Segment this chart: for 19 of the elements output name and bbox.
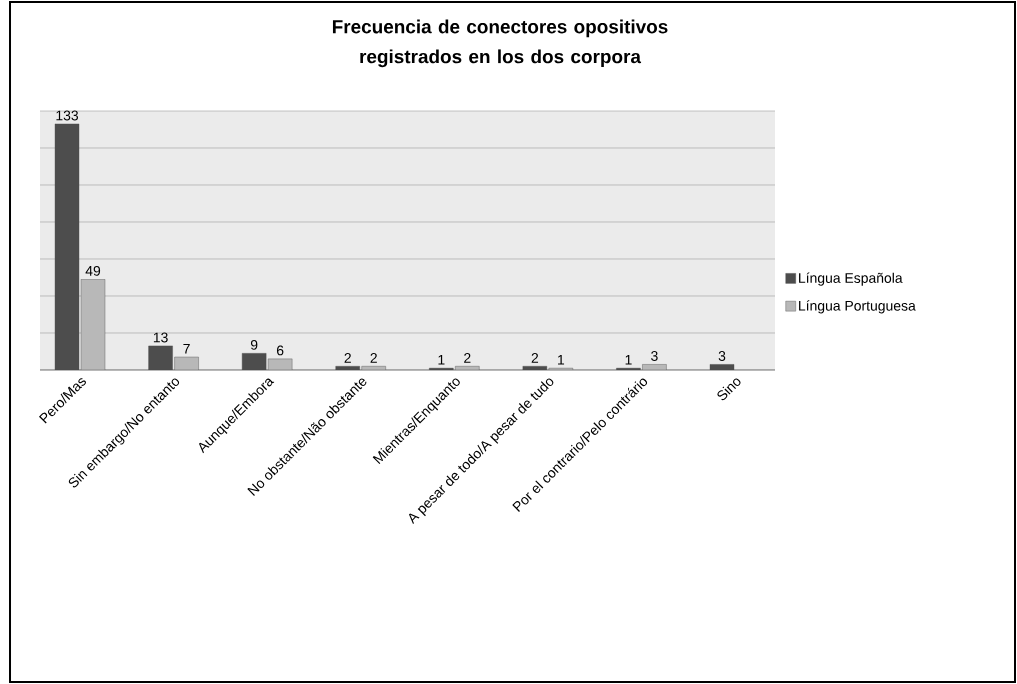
data-label: 133 — [56, 110, 79, 121]
data-label: 7 — [183, 343, 190, 354]
data-label: 1 — [558, 355, 565, 365]
data-label: 49 — [85, 265, 101, 276]
data-label: 3 — [718, 351, 726, 361]
data-label: 9 — [250, 339, 258, 350]
legend-label: Língua Portuguesa — [799, 300, 916, 314]
legend-label: Língua Española — [799, 272, 903, 286]
x-tick-label: Sino — [717, 378, 741, 401]
chart-title: Frecuencia de conectores opositivos registrados en los dos corpora — [332, 19, 668, 68]
data-label: 13 — [153, 332, 168, 343]
data-label: 6 — [276, 345, 284, 356]
data-label: 1 — [438, 355, 445, 365]
data-label: 1 — [625, 355, 632, 365]
data-label: 2 — [531, 353, 539, 363]
data-label: 2 — [370, 353, 377, 363]
data-label: 2 — [344, 353, 351, 363]
data-label: 3 — [651, 351, 658, 361]
data-label: 2 — [464, 353, 471, 363]
